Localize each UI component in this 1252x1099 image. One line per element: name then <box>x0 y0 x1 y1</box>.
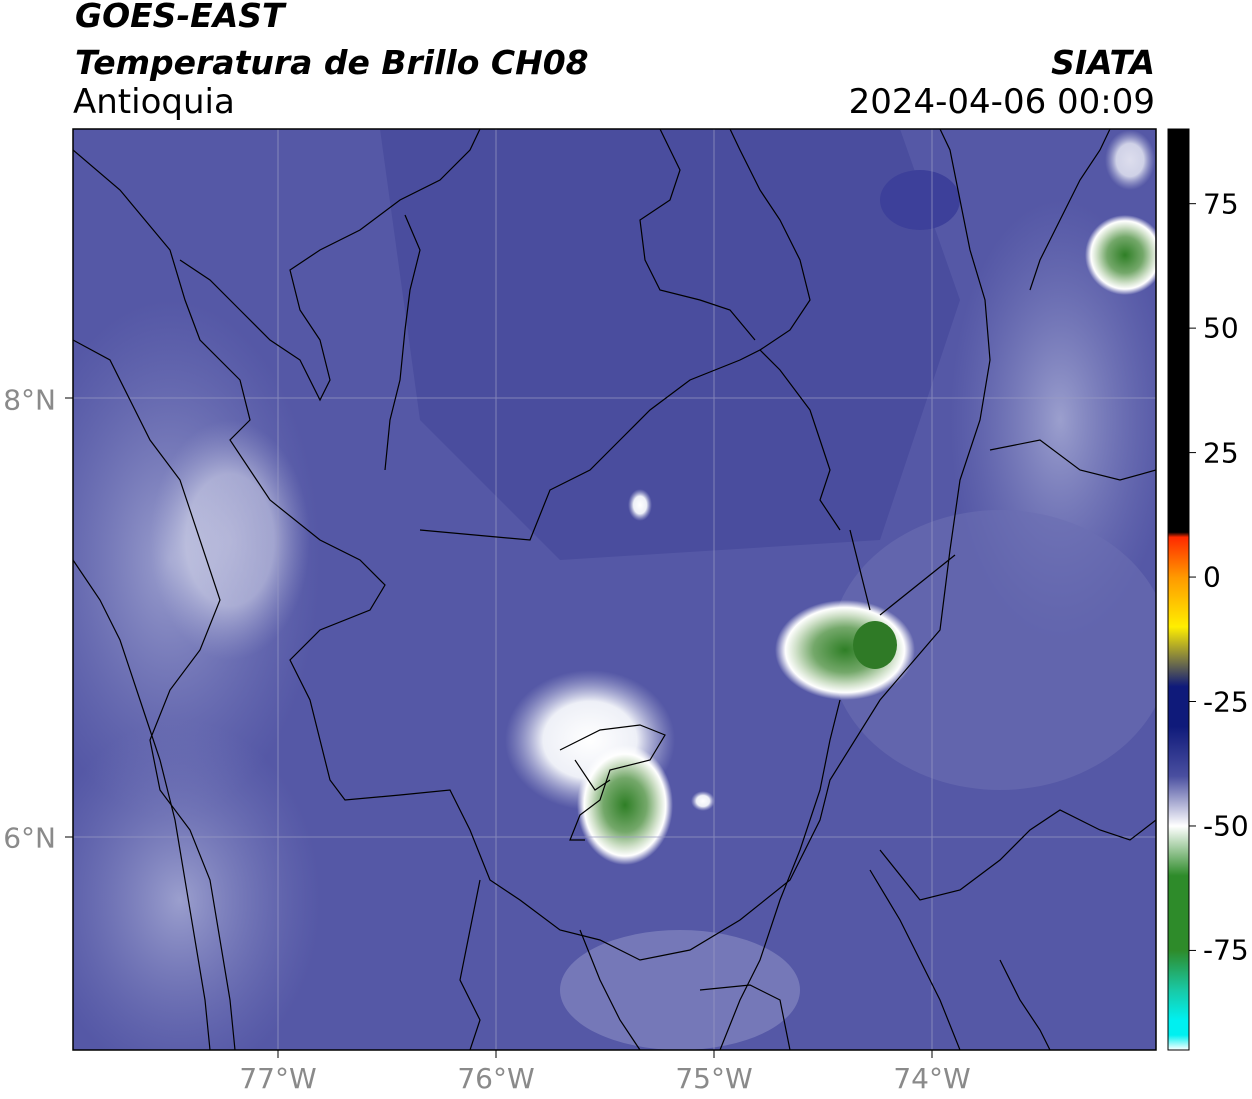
brand-label: SIATA <box>1051 43 1155 82</box>
cloud-free-region <box>380 129 960 560</box>
colorbar <box>1167 128 1196 1051</box>
title-satellite: GOES-EAST <box>75 0 285 35</box>
borders <box>73 129 1156 1050</box>
colorbar-label-75: 75 <box>1203 187 1239 221</box>
colorbar-gradient <box>1168 129 1189 1050</box>
lon-label-77w: 77°W <box>239 1062 317 1095</box>
map-area <box>73 129 1156 1050</box>
cold-core-east <box>853 621 897 669</box>
cloud-cell-north <box>628 489 652 521</box>
colorbar-label-minus-75: -75 <box>1203 933 1249 967</box>
colorbar-label-minus-50: -50 <box>1203 809 1249 843</box>
colorbar-ticks <box>1189 203 1196 951</box>
colorbar-label-0: 0 <box>1203 560 1221 594</box>
datetime-label: 2024-04-06 00:09 <box>848 82 1155 122</box>
colorbar-label-25: 25 <box>1203 436 1239 470</box>
map-ticks <box>65 397 933 1058</box>
map-frame <box>72 128 1157 1051</box>
cloud-cell-small <box>691 791 715 811</box>
cloud-west <box>150 420 310 660</box>
cold-spot-north <box>880 170 960 230</box>
colorbar-label-minus-25: -25 <box>1203 685 1249 718</box>
title-product: Temperatura de Brillo CH08 <box>75 43 589 82</box>
haze-southwest <box>73 720 320 1050</box>
haze-southeast <box>830 510 1156 790</box>
lat-label-6n: 6°N <box>3 821 56 855</box>
cold-cloud-top-northeast <box>1085 215 1156 295</box>
colorbar-segments <box>1168 129 1189 1050</box>
colorbar-label-50: 50 <box>1203 311 1239 345</box>
region-label: Antioquia <box>73 82 235 122</box>
cold-cloud-top-central <box>577 745 673 865</box>
lon-label-75w: 75°W <box>675 1062 753 1095</box>
lon-label-74w: 74°W <box>893 1062 971 1095</box>
cloud-northeast <box>1105 130 1155 190</box>
colorbar-frame <box>1167 128 1190 1051</box>
gridlines <box>73 129 1156 1050</box>
lon-label-76w: 76°W <box>457 1062 535 1095</box>
lat-label-8n: 8°N <box>3 383 56 417</box>
